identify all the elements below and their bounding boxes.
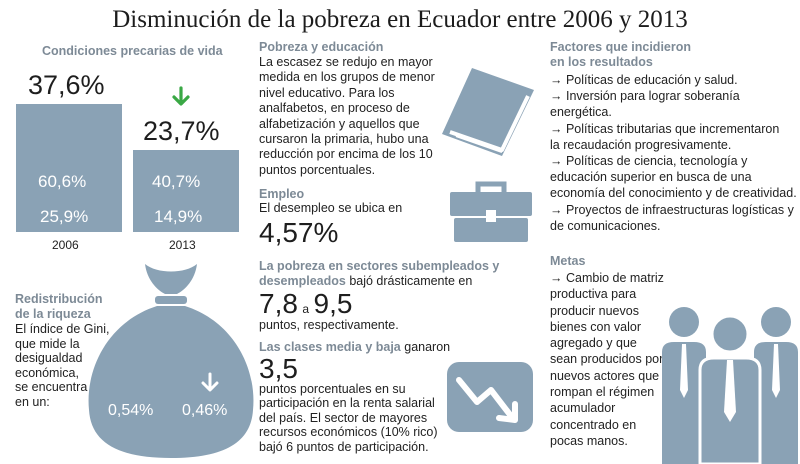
redistribution-heading: Redistribución de la riqueza xyxy=(15,292,103,322)
bar-2006 xyxy=(16,104,122,232)
text-line: puntos porcentuales. xyxy=(259,162,376,177)
book-icon xyxy=(442,68,534,156)
text-line: nivel educativo. Para los xyxy=(259,85,395,100)
list-item: → Proyectos de infraestructuras logístic… xyxy=(550,202,797,234)
bar-2013 xyxy=(133,150,239,232)
text-line: → Políticas de educación y salud. xyxy=(550,73,738,87)
underemployed-values: 7,8 a 9,5 xyxy=(259,288,352,320)
education-text: La escasez se redujo en mayor medida en … xyxy=(259,55,435,178)
text-line: que mide la xyxy=(15,336,80,351)
conditions-heading: Condiciones precarias de vida xyxy=(42,44,223,58)
factors-heading: Factores que incidieron en los resultado… xyxy=(550,40,691,70)
goals-heading: Metas xyxy=(550,254,586,268)
factors-heading-line2: en los resultados xyxy=(550,55,653,69)
redistribution-heading-line2: de la riqueza xyxy=(15,307,91,321)
text-line: cursaron la primaria, hubo una xyxy=(259,132,429,147)
text-line: rompan el régimen xyxy=(550,385,655,400)
text-line: de comunicaciones. xyxy=(550,218,661,233)
redistribution-text: El índice de Gini, que mide la desiguald… xyxy=(15,322,110,410)
text-line: sean producidos por xyxy=(550,352,664,367)
text-line: → Políticas tributarias que incrementaro… xyxy=(550,121,780,136)
text-line: agregado y que xyxy=(550,336,637,351)
factors-list: → Políticas de educación y salud. → Inve… xyxy=(550,72,797,234)
green-down-arrow-icon xyxy=(172,86,190,106)
classes-text: puntos porcentuales en su participación … xyxy=(259,382,438,454)
text-line: económica, xyxy=(15,365,79,380)
goals-text: → Cambio de matriz productiva para produ… xyxy=(550,270,664,449)
employment-text: El desempleo se ubica en xyxy=(259,201,403,215)
text-line: → Cambio de matriz xyxy=(550,271,664,285)
text-line: medida en los grupos de menor xyxy=(259,70,435,85)
text-line: La escasez se redujo en mayor xyxy=(259,55,433,69)
underemployed-heading: La pobreza en sectores subempleados y xyxy=(259,259,500,273)
classes-value: 3,5 xyxy=(259,353,298,384)
underemployed-value-from: 7,8 xyxy=(259,288,298,319)
text-line: bajó 6 puntos de participación. xyxy=(259,439,429,454)
trend-down-icon xyxy=(447,362,533,432)
text-line: nuevos actores que xyxy=(550,368,660,383)
list-item: → Políticas tributarias que incrementaro… xyxy=(550,121,797,153)
bar-2006-bottom-value: 25,9% xyxy=(40,207,89,226)
factors-heading-line1: Factores que incidieron xyxy=(550,40,692,54)
text-line: concentrado en xyxy=(550,417,637,432)
text-line: en un: xyxy=(15,394,50,409)
classes-heading: Las clases media y baja xyxy=(259,340,401,354)
text-line: desigualdad xyxy=(15,351,83,366)
text-line: educación superior en busca de una xyxy=(550,170,752,185)
year-2006-label: 2006 xyxy=(52,238,79,252)
text-line: puntos porcentuales en su xyxy=(259,382,406,396)
employment-heading: Empleo xyxy=(259,187,305,201)
text-line: energética. xyxy=(550,105,612,120)
white-down-arrow-icon xyxy=(201,372,219,392)
list-item: → Inversión para lograr soberanía energé… xyxy=(550,88,797,120)
bar-2013-bottom-value: 14,9% xyxy=(154,207,203,226)
text-line: producir nuevos xyxy=(550,303,639,318)
page-title: Disminución de la pobreza en Ecuador ent… xyxy=(112,6,688,33)
underemployed-connector: a xyxy=(302,302,310,316)
classes-heading-line: Las clases media y baja ganaron xyxy=(259,340,450,355)
text-line: productiva para xyxy=(550,287,637,302)
underemployed-text: La pobreza en sectores subempleados y de… xyxy=(259,259,499,290)
underemployed-text-after: bajó drásticamente en xyxy=(345,274,473,289)
gini-value-after: 0,46% xyxy=(182,402,228,419)
text-line: la recaudación progresivamente. xyxy=(550,137,732,152)
text-line: pocas manos. xyxy=(550,433,628,448)
text-line: → Proyectos de infraestructuras logístic… xyxy=(550,202,794,217)
underemployed-heading-part2: desempleados xyxy=(259,274,346,289)
text-line: recursos económicos (10% rico) xyxy=(259,425,438,440)
text-line: del país. El sector de mayores xyxy=(259,410,428,425)
year-2013-label: 2013 xyxy=(169,238,196,252)
text-line: alfabetización y aquellos que xyxy=(259,116,420,131)
list-item: → Políticas de educación y salud. xyxy=(550,72,797,88)
underemployed-text-end: puntos, respectivamente. xyxy=(259,318,399,332)
money-bag-icon xyxy=(88,264,254,458)
business-people-icon xyxy=(662,307,798,464)
text-line: → Políticas de ciencia, tecnología y xyxy=(550,154,748,169)
gini-value-before: 0,54% xyxy=(108,402,154,419)
bar-2006-top-value: 37,6% xyxy=(28,70,105,100)
text-line: se encuentra xyxy=(15,380,88,395)
bar-2006-mid-value: 60,6% xyxy=(38,172,87,191)
text-line: economía del conocimiento y de creativid… xyxy=(550,186,797,201)
redistribution-heading-line1: Redistribución xyxy=(15,292,103,306)
text-line: acumulador xyxy=(550,401,616,416)
underemployed-value-to: 9,5 xyxy=(313,288,353,319)
text-line: El índice de Gini, xyxy=(15,322,110,336)
bar-2013-top-value: 23,7% xyxy=(143,116,220,146)
briefcase-icon xyxy=(450,181,532,242)
list-item: → Políticas de ciencia, tecnología y edu… xyxy=(550,153,797,202)
classes-text-after: ganaron xyxy=(400,340,451,354)
bar-2013-mid-value: 40,7% xyxy=(152,172,201,191)
education-heading: Pobreza y educación xyxy=(259,40,384,54)
unemployment-value: 4,57% xyxy=(259,217,339,248)
text-line: → Inversión para lograr soberanía xyxy=(550,89,740,104)
text-line: analfabetos, en proceso de xyxy=(259,101,410,116)
text-line: reducción por encima de los 10 xyxy=(259,147,433,162)
text-line: bienes con valor xyxy=(550,319,642,334)
text-line: participación en la renta salarial xyxy=(259,396,435,411)
